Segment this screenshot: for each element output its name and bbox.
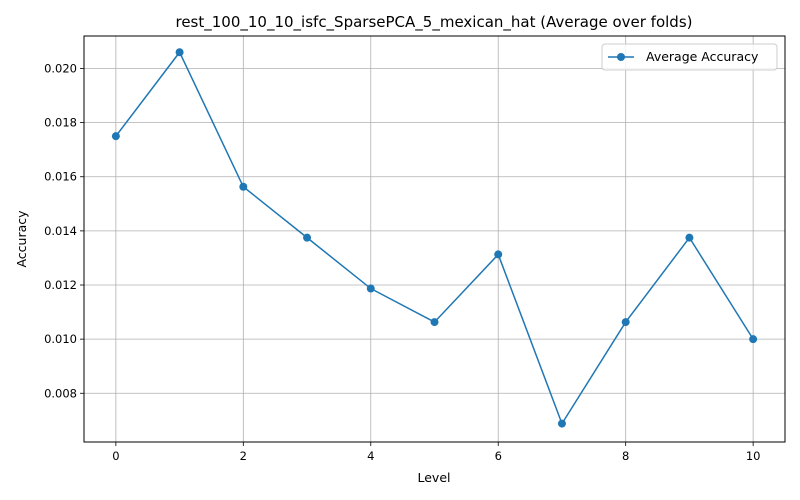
data-point xyxy=(175,48,184,57)
data-point xyxy=(494,250,503,259)
data-point xyxy=(621,318,630,327)
x-tick-label: 2 xyxy=(240,449,247,463)
data-point xyxy=(749,335,758,344)
plot-area-frame xyxy=(83,35,786,443)
y-tick-label: 0.020 xyxy=(44,61,77,75)
x-tick-label: 6 xyxy=(495,449,502,463)
y-tick-label: 0.018 xyxy=(44,116,77,130)
legend: Average Accuracy xyxy=(601,43,778,71)
y-tick-label: 0.010 xyxy=(44,332,77,346)
data-point xyxy=(111,132,120,141)
data-point xyxy=(303,233,312,242)
data-point xyxy=(366,284,375,293)
legend-box xyxy=(601,43,778,71)
y-axis-label: Accuracy xyxy=(14,210,29,268)
legend-label: Average Accuracy xyxy=(646,49,759,64)
grid xyxy=(84,36,785,442)
x-tick-label: 4 xyxy=(367,449,374,463)
data-series xyxy=(111,48,758,428)
x-tick-label: 0 xyxy=(112,449,119,463)
chart-title: rest_100_10_10_isfc_SparsePCA_5_mexican_… xyxy=(175,13,692,32)
legend-marker-swatch xyxy=(617,53,625,61)
x-tick-label: 10 xyxy=(746,449,761,463)
data-point xyxy=(557,419,566,428)
data-point xyxy=(430,318,439,327)
y-tick-label: 0.012 xyxy=(44,278,77,292)
data-point xyxy=(685,233,694,242)
x-axis-label: Level xyxy=(418,470,451,485)
y-tick-label: 0.008 xyxy=(44,386,77,400)
y-tick-label: 0.016 xyxy=(44,170,77,184)
data-point xyxy=(239,182,248,191)
x-tick-label: 8 xyxy=(622,449,629,463)
y-tick-label: 0.014 xyxy=(44,224,77,238)
axis-ticks: 0 2 4 6 8 10 0.008 0.010 0.012 0.014 0.016 0.018 0.0… xyxy=(44,61,760,463)
